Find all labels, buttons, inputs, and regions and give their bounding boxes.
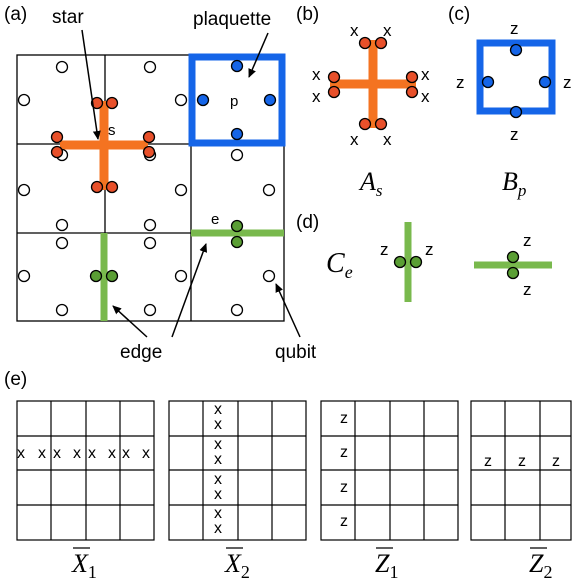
plaquette-operator-diagram xyxy=(476,39,556,119)
svg-text:z: z xyxy=(523,231,532,250)
svg-text:x: x xyxy=(214,471,222,488)
svg-text:x: x xyxy=(312,65,321,84)
logical-z2-z-labels: z z z xyxy=(484,453,560,470)
logical-x2-label: X2 xyxy=(224,549,250,582)
edge-operator-bars xyxy=(100,229,284,321)
logical-x1-x-labels: x x x x x x x x xyxy=(17,445,150,462)
svg-text:x: x xyxy=(142,445,150,462)
panel-label-e: (e) xyxy=(4,369,27,390)
svg-text:x: x xyxy=(38,445,46,462)
star-operator-bars xyxy=(60,101,148,190)
svg-text:z: z xyxy=(518,453,526,470)
svg-text:x: x xyxy=(53,445,61,462)
svg-text:z: z xyxy=(340,513,348,530)
edge-operator-horizontal: z z xyxy=(474,231,552,299)
svg-text:x: x xyxy=(214,486,222,503)
svg-text:x: x xyxy=(312,87,321,106)
svg-text:z: z xyxy=(523,280,532,299)
svg-text:z: z xyxy=(563,73,572,92)
svg-text:x: x xyxy=(108,445,116,462)
svg-text:x: x xyxy=(17,445,25,462)
star-x-labels: x x x x x x x x xyxy=(312,21,430,149)
panel-label-c: (c) xyxy=(448,4,470,25)
svg-text:z: z xyxy=(510,19,519,38)
svg-text:z: z xyxy=(380,240,389,259)
logical-x2-grid xyxy=(168,400,307,541)
plaquette-callout: plaquette xyxy=(193,9,271,30)
panel-label-a: (a) xyxy=(4,4,27,25)
svg-text:z: z xyxy=(340,479,348,496)
plaquette-square xyxy=(188,53,286,147)
logical-z1-label: Z1 xyxy=(375,549,398,582)
edge-callout: edge xyxy=(120,342,162,363)
edge-label: e xyxy=(211,211,219,228)
svg-text:z: z xyxy=(510,125,519,144)
svg-text:z: z xyxy=(484,453,492,470)
logical-z2-label: Z2 xyxy=(529,549,552,582)
svg-text:x: x xyxy=(421,65,430,84)
logical-z1-z-labels: z z z z xyxy=(340,410,348,530)
svg-text:x: x xyxy=(350,130,359,149)
plaquette-z-labels: z z z z xyxy=(456,19,572,144)
svg-text:x: x xyxy=(421,87,430,106)
qubit-callout: qubit xyxy=(275,342,317,363)
svg-text:z: z xyxy=(340,444,348,461)
edge-operator-symbol: Ce xyxy=(326,248,353,282)
svg-text:x: x xyxy=(214,401,222,418)
star-operator-diagram xyxy=(327,36,419,131)
svg-text:x: x xyxy=(214,520,222,537)
svg-text:x: x xyxy=(383,130,392,149)
panel-a-qubits xyxy=(17,59,277,317)
panel-label-b: (b) xyxy=(296,4,319,25)
star-callout: star xyxy=(52,7,84,28)
panel-label-d: (d) xyxy=(296,212,319,233)
svg-text:x: x xyxy=(383,21,392,40)
svg-text:x: x xyxy=(88,445,96,462)
svg-text:x: x xyxy=(73,445,81,462)
plaquette-operator-symbol: Bp xyxy=(502,167,526,200)
logical-x2-x-labels: x x x x x x x x xyxy=(214,401,222,537)
svg-text:z: z xyxy=(456,73,465,92)
logical-z1-grid xyxy=(320,400,459,541)
edge-operator-vertical: z z xyxy=(380,222,434,302)
svg-text:x: x xyxy=(214,436,222,453)
logical-x1-label: X1 xyxy=(71,549,97,582)
svg-text:x: x xyxy=(214,416,222,433)
svg-text:x: x xyxy=(122,445,130,462)
logical-x1-grid xyxy=(16,400,155,541)
svg-text:z: z xyxy=(552,453,560,470)
star-operator-symbol: As xyxy=(358,167,383,200)
plaquette-center-label: p xyxy=(230,93,238,110)
svg-text:z: z xyxy=(425,240,434,259)
svg-text:x: x xyxy=(214,505,222,522)
svg-text:x: x xyxy=(214,451,222,468)
logical-z2-grid xyxy=(470,400,572,541)
svg-text:x: x xyxy=(350,21,359,40)
svg-text:z: z xyxy=(340,410,348,427)
panel-a-lattice xyxy=(16,54,285,322)
star-vertex-label: s xyxy=(108,122,116,139)
